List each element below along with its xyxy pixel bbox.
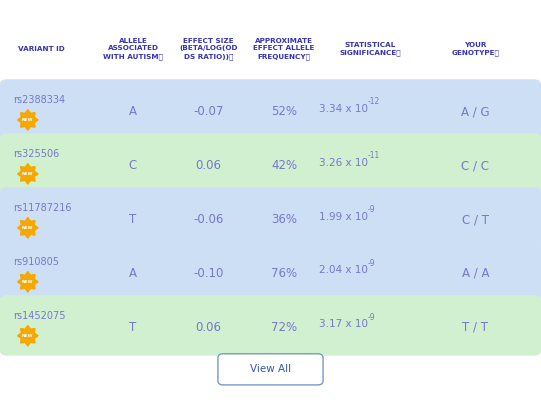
Text: C / T: C / T	[462, 213, 489, 226]
Text: EFFECT SIZE
(BETA/LOG(OD
DS RATIO))ⓘ: EFFECT SIZE (BETA/LOG(OD DS RATIO))ⓘ	[179, 38, 237, 60]
FancyBboxPatch shape	[0, 133, 541, 194]
Text: NEW: NEW	[22, 334, 34, 338]
Text: 52%: 52%	[271, 105, 297, 118]
Text: APPROXIMATE
EFFECT ALLELE
FREQUENCYⓘ: APPROXIMATE EFFECT ALLELE FREQUENCYⓘ	[253, 38, 315, 60]
Text: 42%: 42%	[271, 159, 297, 172]
FancyBboxPatch shape	[0, 79, 541, 140]
Polygon shape	[17, 271, 38, 292]
Text: 36%: 36%	[271, 213, 297, 226]
Text: 3.17 x 10: 3.17 x 10	[319, 320, 367, 330]
Text: 2.04 x 10: 2.04 x 10	[319, 266, 367, 276]
Text: rs11787216: rs11787216	[12, 203, 71, 213]
Text: 0.06: 0.06	[195, 159, 221, 172]
Polygon shape	[17, 110, 38, 130]
Polygon shape	[17, 217, 38, 238]
Text: rs1452075: rs1452075	[12, 311, 65, 321]
Text: A: A	[129, 267, 137, 280]
Text: A: A	[129, 105, 137, 118]
FancyBboxPatch shape	[0, 241, 541, 302]
Text: NEW: NEW	[22, 280, 34, 284]
Text: -0.10: -0.10	[193, 267, 223, 280]
Text: A / G: A / G	[461, 105, 490, 118]
Text: View All: View All	[250, 364, 291, 374]
Text: YOUR
GENOTYPEⓘ: YOUR GENOTYPEⓘ	[452, 42, 499, 56]
FancyBboxPatch shape	[218, 354, 323, 385]
Polygon shape	[17, 325, 38, 346]
Text: NEW: NEW	[22, 226, 34, 230]
Polygon shape	[17, 164, 38, 184]
Text: 0.06: 0.06	[195, 321, 221, 334]
Text: 76%: 76%	[271, 267, 297, 280]
Text: rs910805: rs910805	[12, 257, 59, 267]
Text: C / C: C / C	[461, 159, 490, 172]
Text: -11: -11	[367, 151, 380, 160]
Text: T: T	[129, 321, 136, 334]
Text: C: C	[129, 159, 137, 172]
Text: 3.26 x 10: 3.26 x 10	[319, 158, 367, 168]
FancyBboxPatch shape	[0, 187, 541, 248]
Text: rs325506: rs325506	[12, 149, 59, 159]
Text: STATISTICAL
SIGNIFICANCEⓘ: STATISTICAL SIGNIFICANCEⓘ	[339, 42, 401, 56]
Text: 3.34 x 10: 3.34 x 10	[319, 104, 367, 114]
Text: -9: -9	[367, 313, 375, 322]
FancyBboxPatch shape	[0, 295, 541, 356]
Text: -9: -9	[367, 259, 375, 268]
Text: T / T: T / T	[463, 321, 489, 334]
Text: -9: -9	[367, 205, 375, 214]
Text: A / A: A / A	[461, 267, 489, 280]
Text: -12: -12	[367, 97, 380, 106]
Text: T: T	[129, 213, 136, 226]
Text: -0.06: -0.06	[193, 213, 223, 226]
Text: ALLELE
ASSOCIATED
WITH AUTISMⓘ: ALLELE ASSOCIATED WITH AUTISMⓘ	[103, 38, 163, 60]
Text: -0.07: -0.07	[193, 105, 223, 118]
Text: NEW: NEW	[22, 172, 34, 176]
Text: NEW: NEW	[22, 118, 34, 122]
Text: 72%: 72%	[271, 321, 297, 334]
Text: 1.99 x 10: 1.99 x 10	[319, 212, 367, 222]
Text: rs2388334: rs2388334	[12, 95, 65, 105]
Text: VARIANT ID: VARIANT ID	[18, 46, 65, 52]
